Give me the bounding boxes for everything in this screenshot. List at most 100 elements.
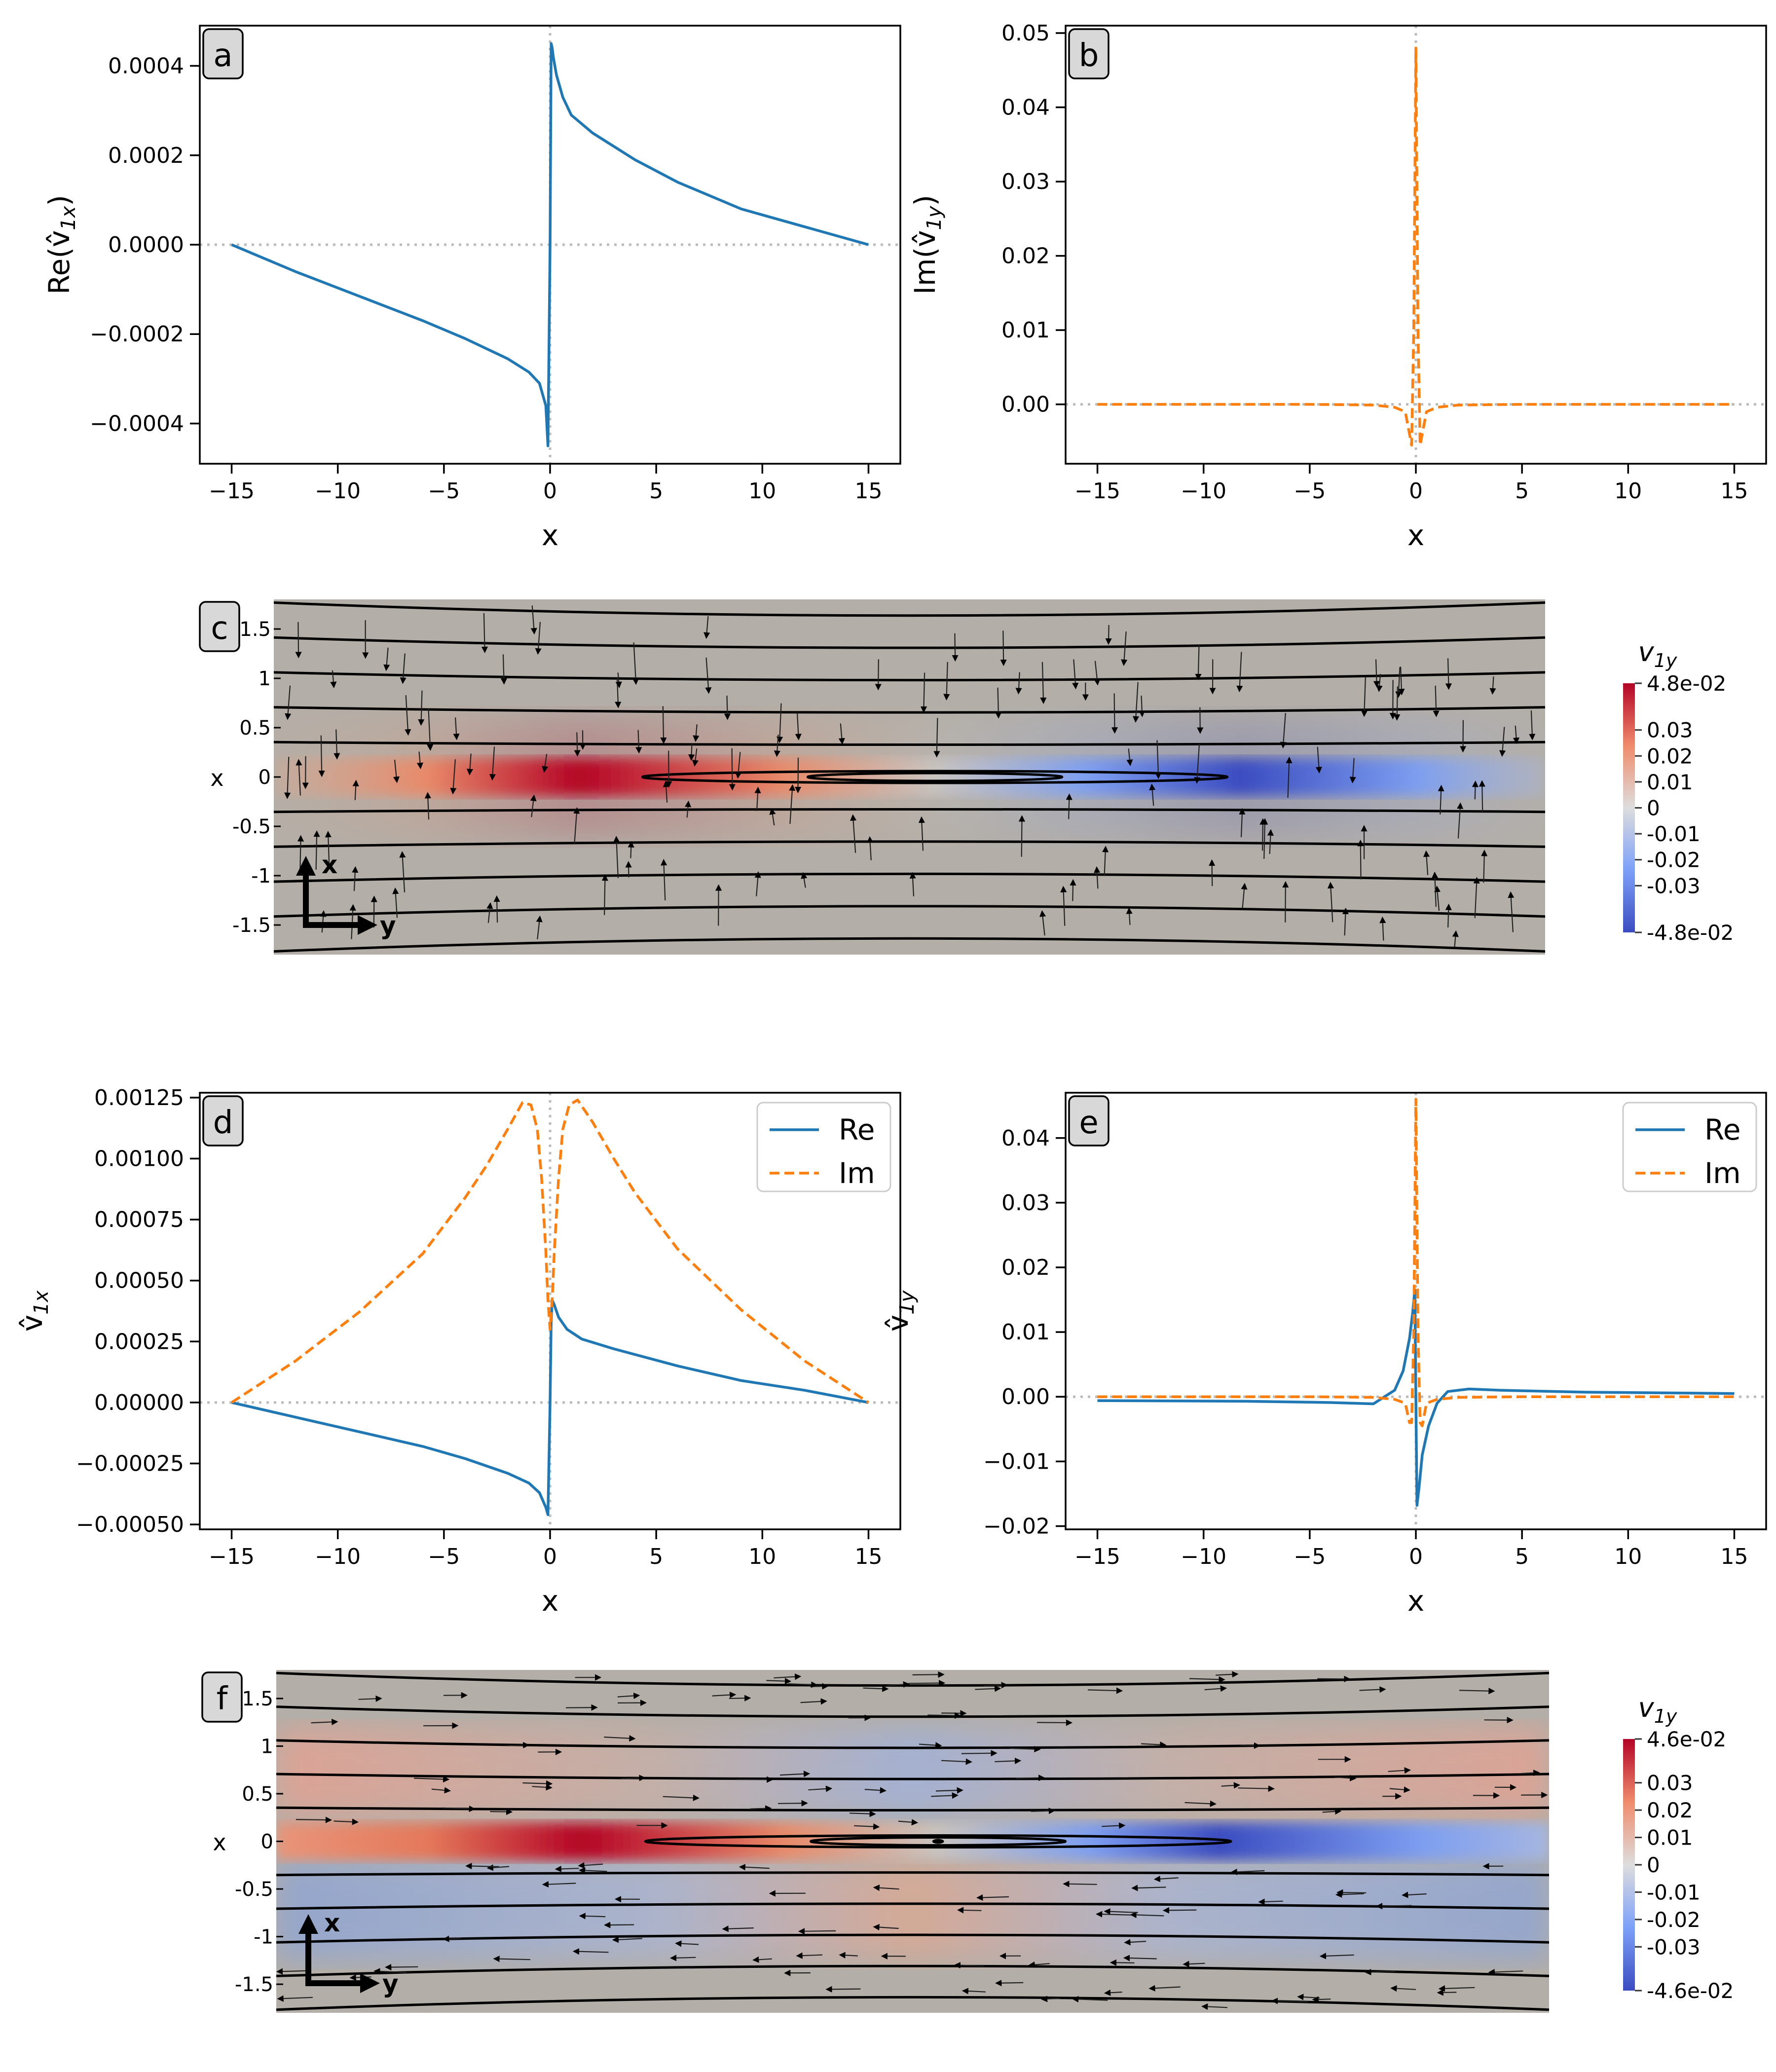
lower-lobe <box>276 1861 1549 1960</box>
velocity-arrow <box>578 1862 603 1869</box>
x-tick-label: 0 <box>1409 479 1423 504</box>
legend-label-im: Im <box>839 1156 875 1190</box>
velocity-arrow <box>660 706 667 744</box>
velocity-arrow <box>400 653 407 684</box>
x-tick-label: 10 <box>748 1544 776 1569</box>
y-tick-label: -1.5 <box>235 1973 273 1996</box>
x-tick-label: 15 <box>854 479 882 504</box>
velocity-arrow <box>352 866 359 891</box>
y-tick-label: 1 <box>261 1735 273 1758</box>
velocity-arrow <box>995 687 1002 719</box>
legend: Re Im <box>756 1102 891 1192</box>
velocity-arrow <box>1072 659 1079 690</box>
y-tick-label: 0.04 <box>1001 95 1050 120</box>
velocity-arrow <box>1139 696 1146 717</box>
field-line <box>276 1964 1549 1977</box>
central-band <box>274 758 1545 796</box>
velocity-arrow <box>579 1913 606 1920</box>
velocity-arrow <box>1031 1808 1055 1814</box>
x-tick-label: 5 <box>1515 1544 1529 1569</box>
velocity-arrow <box>542 1881 576 1888</box>
velocity-arrow <box>1379 916 1386 941</box>
series-line-im <box>1097 46 1735 447</box>
field-line <box>276 1739 1549 1749</box>
velocity-arrow <box>1342 907 1349 936</box>
velocity-arrow <box>873 1924 899 1931</box>
velocity-arrow <box>898 1819 919 1826</box>
x-tick-label: 10 <box>748 479 776 504</box>
velocity-arrow <box>1063 1881 1097 1887</box>
colorbar-gradient <box>1623 683 1635 932</box>
x-tick-label: −5 <box>428 1544 460 1569</box>
velocity-arrow <box>800 1698 827 1705</box>
velocity-arrow <box>1104 1989 1122 1996</box>
y-tick-label: 0.03 <box>1001 1190 1050 1216</box>
y-axis-label: x <box>213 1829 226 1856</box>
velocity-arrow <box>1104 1908 1138 1915</box>
velocity-arrow <box>393 759 400 783</box>
velocity-arrow <box>1481 850 1488 883</box>
series-group <box>231 42 869 447</box>
velocity-arrow <box>1241 883 1248 908</box>
velocity-arrow <box>285 685 292 720</box>
velocity-arrow <box>1149 783 1156 806</box>
panel-letter-box <box>1068 28 1110 79</box>
panel-letter-box <box>1068 1095 1110 1147</box>
y-tick-label: 0.00100 <box>94 1146 184 1171</box>
velocity-arrow <box>663 1794 700 1801</box>
velocity-arrow <box>1434 886 1441 911</box>
velocity-arrow <box>788 1681 818 1688</box>
y-tick-label: 0.02 <box>1001 1255 1050 1280</box>
velocity-arrow <box>565 1704 598 1711</box>
velocity-arrow <box>628 841 634 858</box>
island-contour-inner <box>810 1836 1067 1847</box>
y-tick-label: 0.01 <box>1001 318 1050 343</box>
velocity-arrow <box>383 647 390 671</box>
velocity-arrow <box>712 1691 737 1699</box>
velocity-arrow <box>1201 2003 1228 2010</box>
velocity-arrow <box>931 1792 959 1799</box>
velocity-arrow <box>663 780 669 803</box>
velocity-arrow <box>333 729 340 760</box>
velocity-arrow <box>703 616 710 639</box>
y-axis-label-main: v̂ <box>881 1315 915 1332</box>
velocity-arrow <box>1162 1907 1197 1914</box>
y-tick-label: 0.00000 <box>94 1390 184 1415</box>
velocity-arrow <box>1499 727 1506 757</box>
velocity-arrow <box>850 814 857 853</box>
velocity-arrow <box>1433 685 1440 717</box>
velocity-arrow <box>912 1671 945 1678</box>
y-tick-label: 0.0004 <box>108 54 184 79</box>
velocity-arrow <box>724 695 731 720</box>
colorbar-tick-label: 4.6e-02 <box>1647 1727 1726 1751</box>
triad-x-label: x <box>322 851 337 879</box>
velocity-arrow <box>774 1673 802 1680</box>
velocity-arrow <box>442 1805 476 1813</box>
velocity-arrow <box>352 779 359 800</box>
y-tick-label: −0.00025 <box>76 1451 184 1477</box>
y-tick-label: 0.0002 <box>108 143 184 168</box>
colorbar-tick-label: 0.03 <box>1647 718 1693 742</box>
colorbar-tick-label: -0.03 <box>1647 874 1701 898</box>
velocity-arrow <box>777 1800 808 1807</box>
velocity-arrow <box>1039 910 1046 936</box>
panel-letter-box <box>201 1671 243 1723</box>
velocity-arrow <box>1102 846 1109 876</box>
velocity-arrow <box>976 1894 1009 1901</box>
velocity-arrow <box>1459 1688 1495 1695</box>
colorbar-tick-label: -0.02 <box>1647 848 1701 872</box>
velocity-arrow <box>1141 1741 1167 1748</box>
velocity-arrow <box>722 1925 754 1932</box>
velocity-arrow <box>854 1823 880 1830</box>
x-tick-label: −5 <box>428 479 460 504</box>
velocity-arrow <box>1239 808 1246 837</box>
velocity-arrow <box>1437 1989 1457 1996</box>
colorbar-tick-label: -4.8e-02 <box>1647 921 1734 945</box>
velocity-arrow <box>296 759 302 796</box>
x-tick-label: −15 <box>209 1544 255 1569</box>
velocity-arrow <box>481 613 488 653</box>
y-tick-label: -1.5 <box>232 914 271 937</box>
panel-letter: f <box>217 1681 228 1717</box>
colorbar-tick-label: -4.6e-02 <box>1647 1979 1734 2003</box>
